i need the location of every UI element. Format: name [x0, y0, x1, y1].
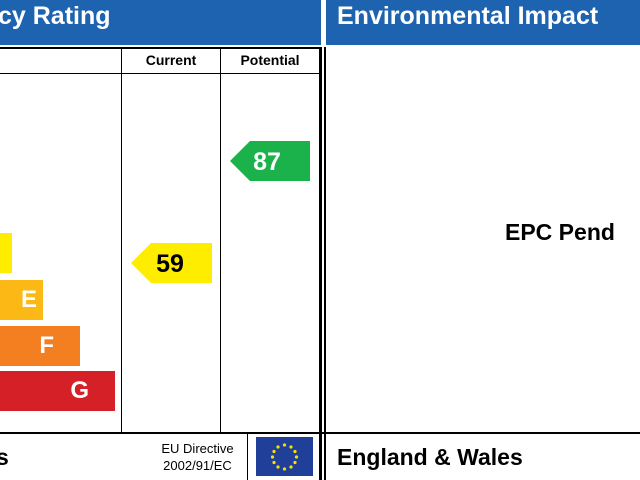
band-f: F	[0, 326, 80, 366]
border	[319, 47, 322, 480]
border	[220, 47, 221, 433]
band-e: E	[0, 280, 43, 320]
header-left: cy Rating	[0, 0, 321, 45]
title: cy Rating	[0, 2, 111, 30]
current-arrow	[131, 243, 212, 283]
band-g: G	[0, 371, 115, 411]
band-label: E	[20, 286, 37, 313]
border	[0, 47, 321, 49]
footer-region: s	[0, 444, 9, 470]
eu-stars	[270, 443, 299, 471]
column-header: Potential	[240, 52, 300, 68]
column-header: Current	[145, 52, 197, 68]
border	[324, 47, 326, 480]
header-right: Environmental Impact	[326, 0, 640, 45]
potential-rating: 87	[253, 148, 281, 176]
band-label: G	[70, 377, 89, 404]
directive-line: 2002/91/EC	[163, 458, 232, 473]
directive: EU Directive 2002/91/EC	[150, 440, 245, 474]
title: Environmental Impact	[337, 2, 599, 30]
border	[247, 434, 248, 480]
footer-region: England & Wales	[337, 444, 523, 470]
environmental-status: EPC Pend	[505, 219, 615, 245]
border	[121, 47, 122, 433]
potential-arrow	[230, 141, 310, 181]
border	[0, 73, 321, 74]
directive-line: EU Directive	[161, 441, 234, 456]
band-d	[0, 233, 12, 273]
current-rating: 59	[156, 250, 184, 278]
band-label: F	[39, 332, 54, 359]
